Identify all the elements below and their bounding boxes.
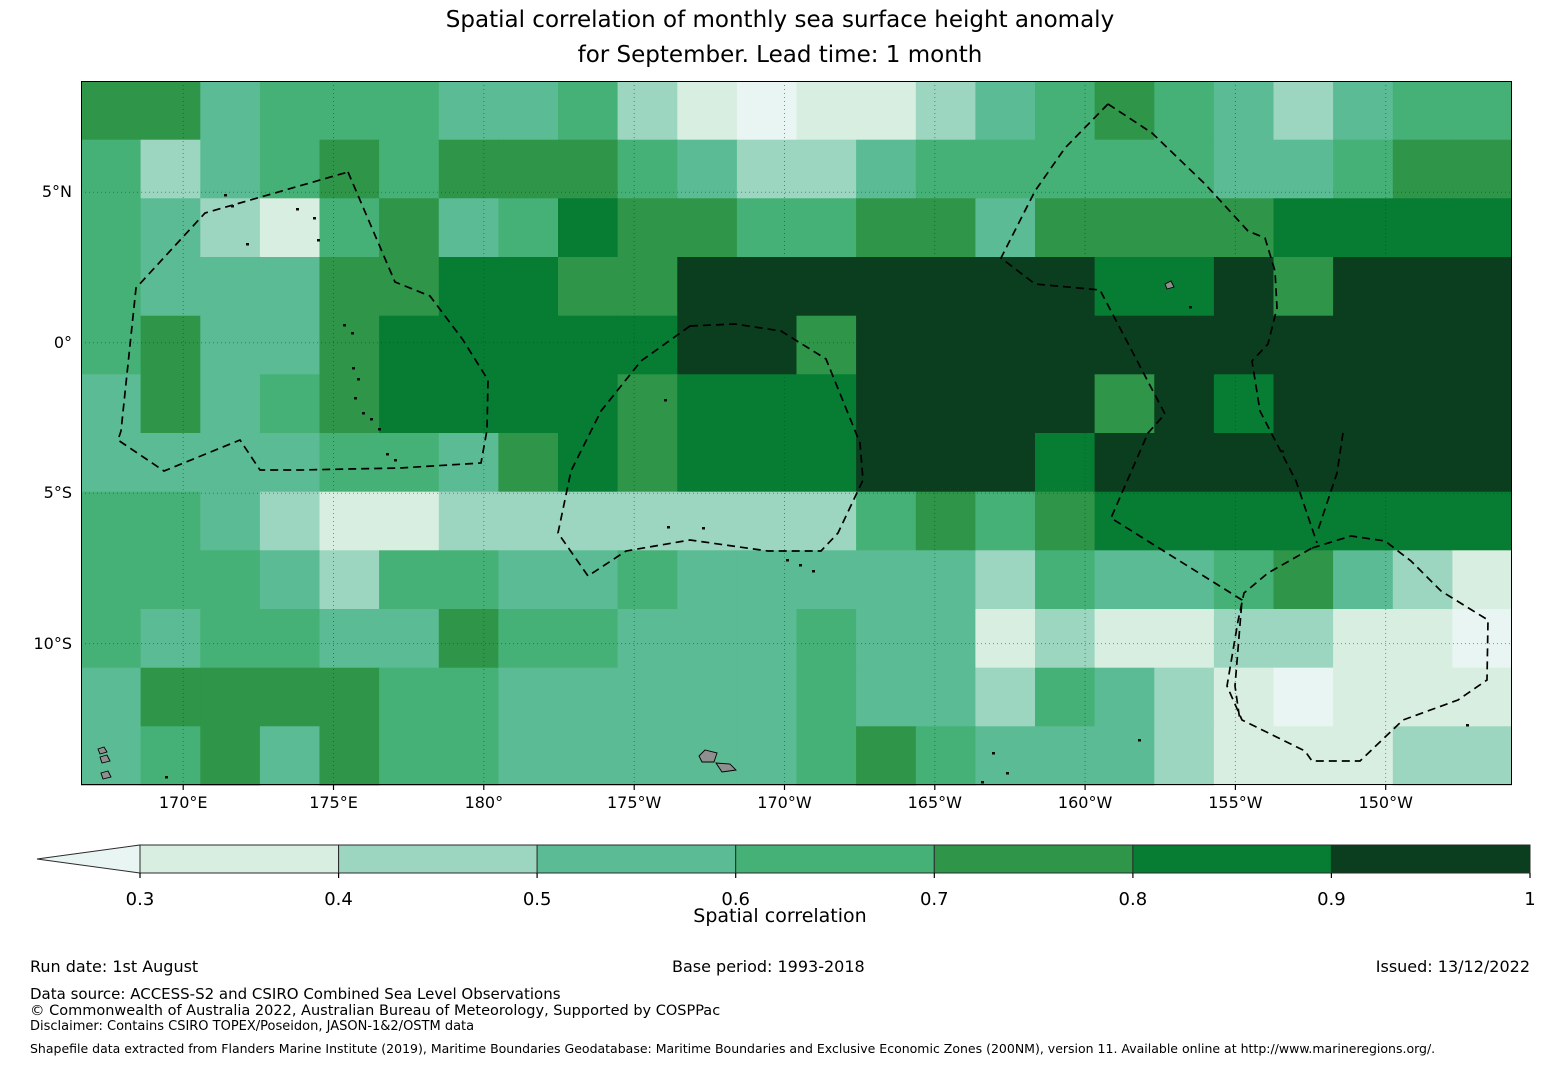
correlation-map bbox=[81, 81, 1513, 863]
chart-title-line2: for September. Lead time: 1 month bbox=[577, 42, 983, 68]
data-source-text: Data source: ACCESS-S2 and CSIRO Combine… bbox=[30, 985, 561, 1003]
lon-tick-label: 160°W bbox=[1057, 793, 1113, 812]
colorbar-under-arrow bbox=[36, 844, 141, 874]
colorbar-tick-label: 0.9 bbox=[1317, 889, 1346, 910]
colorbar-band bbox=[933, 844, 1134, 874]
lon-tick-label: 170°E bbox=[158, 793, 208, 812]
correlation-map-svg bbox=[81, 81, 1513, 863]
lon-tick-label: 175°E bbox=[309, 793, 358, 812]
colorbar-svg bbox=[36, 844, 1531, 878]
colorbar-tick-label: 0.8 bbox=[1118, 889, 1148, 910]
run-date-text: Run date: 1st August bbox=[30, 957, 199, 976]
colorbar-title: Spatial correlation bbox=[693, 905, 867, 927]
correlation-field bbox=[81, 81, 1513, 786]
colorbar-tick-label: 1 bbox=[1524, 889, 1536, 910]
lat-tick-label: 5°N bbox=[41, 182, 72, 202]
colorbar-band bbox=[735, 844, 935, 874]
chart-title-line1: Spatial correlation of monthly sea surfa… bbox=[445, 7, 1115, 33]
lon-tick-label: 155°W bbox=[1208, 793, 1263, 812]
base-period-text: Base period: 1993-2018 bbox=[672, 957, 865, 976]
axis-tick-marks bbox=[182, 785, 1387, 790]
lat-tick-label: 5°S bbox=[43, 483, 72, 503]
colorbar-tick-label: 0.6 bbox=[721, 889, 751, 910]
lon-tick-label: 165°W bbox=[907, 793, 962, 812]
issued-date-text: Issued: 13/12/2022 bbox=[1375, 957, 1530, 976]
colorbar-tick-label: 0.5 bbox=[522, 889, 552, 910]
colorbar-tick-label: 0.3 bbox=[125, 889, 155, 910]
island-marks bbox=[97, 194, 1469, 863]
lon-tick-label: 150°W bbox=[1358, 793, 1413, 812]
lon-tick-label: 170°W bbox=[757, 793, 812, 812]
map-border bbox=[81, 81, 1512, 785]
colorbar: 0.3 0.4 0.5 0.6 0.7 0.8 0.9 1 bbox=[25, 843, 1536, 910]
colorbar-band bbox=[338, 844, 538, 874]
colorbar-tick-label: 0.7 bbox=[919, 889, 949, 910]
lon-tick-label: 180° bbox=[464, 793, 504, 812]
copyright-text: © Commonwealth of Australia 2022, Austra… bbox=[30, 1003, 721, 1019]
shapefile-attribution-text: Shapefile data extracted from Flanders M… bbox=[30, 1041, 1436, 1056]
colorbar-tick-label: 0.4 bbox=[324, 889, 353, 910]
lon-tick-label: 175°W bbox=[606, 793, 662, 812]
graticule-gridlines bbox=[81, 81, 1512, 785]
disclaimer-text: Disclaimer: Contains CSIRO TOPEX/Poseido… bbox=[30, 1019, 475, 1034]
eez-dashed-boundaries bbox=[116, 103, 1489, 762]
colorbar-band bbox=[1330, 844, 1531, 874]
colorbar-band bbox=[536, 844, 737, 874]
colorbar-band bbox=[1132, 844, 1333, 874]
lat-tick-label: 10°S bbox=[33, 633, 72, 653]
colorbar-band bbox=[139, 844, 340, 874]
lat-tick-label: 0° bbox=[53, 332, 72, 352]
